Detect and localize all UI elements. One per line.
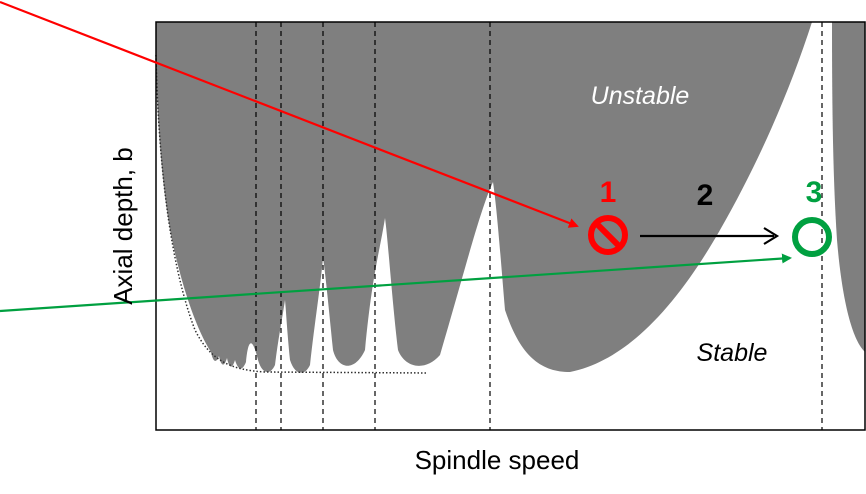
prohibited-icon-slash — [594, 221, 622, 249]
unstable-label: Unstable — [591, 82, 690, 110]
x-axis-label: Spindle speed — [415, 445, 580, 475]
step-2-label: 2 — [697, 179, 714, 212]
stability-lobes — [156, 22, 812, 373]
prohibited-icon — [588, 215, 628, 255]
stability-limit-curve — [155, 54, 429, 374]
step-1-label: 1 — [600, 176, 617, 209]
circle-icon — [792, 217, 832, 257]
step-3-label: 3 — [806, 176, 823, 209]
unstable-lobe-right — [832, 22, 865, 352]
stable-label: Stable — [697, 339, 768, 367]
unstable-region — [156, 22, 865, 373]
step-2-arrowhead — [763, 227, 780, 245]
plot-frame — [155, 21, 866, 431]
red-pointer-arrow — [0, 0, 579, 228]
dashed-guide-lines — [255, 22, 823, 430]
green-pointer-arrow — [0, 253, 792, 313]
y-axis-label: Axial depth, b — [108, 147, 138, 305]
step-1-marker — [588, 215, 628, 255]
